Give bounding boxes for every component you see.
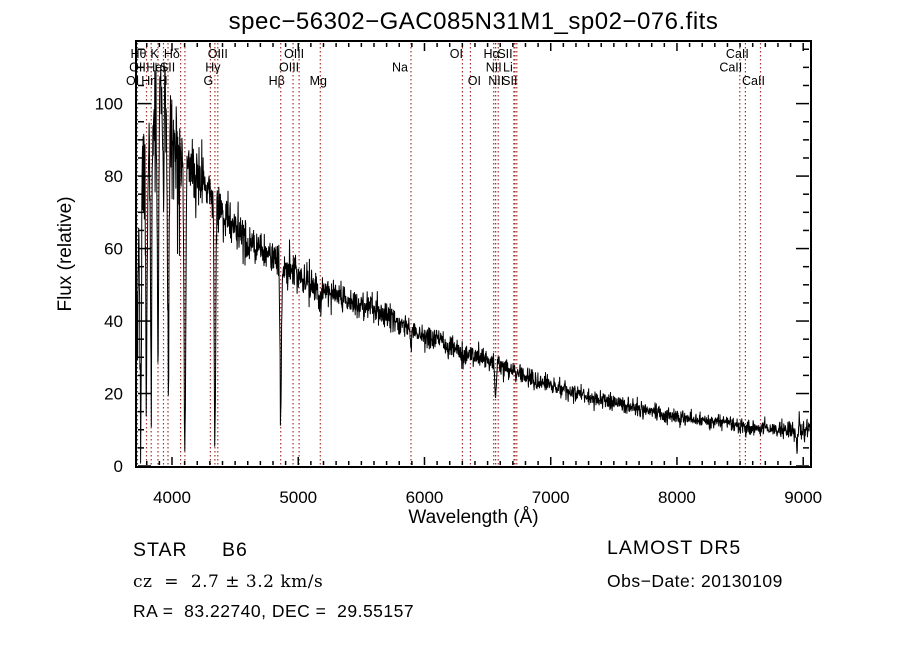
x-tick-label: 8000 (658, 488, 696, 507)
coordinates-text: RA = 83.22740, DEC = 29.55157 (133, 601, 415, 621)
object-class-label: STAR (133, 539, 188, 561)
x-axis-label: Wavelength (Å) (408, 507, 539, 528)
spectral-marker-label: OI (468, 74, 481, 88)
spectral-marker-label: Hβ (269, 74, 285, 88)
spectral-marker-label: Li (503, 61, 513, 75)
spectral-marker-label: SII (497, 47, 512, 61)
spectral-marker-label: OIII (284, 47, 304, 61)
y-tick-label: 40 (104, 312, 123, 331)
radial-velocity-text: cz = 2.7 ± 3.2 km/s (133, 572, 324, 592)
spectral-marker-label: OII (129, 61, 146, 75)
spectral-marker-label: OI (126, 74, 139, 88)
y-tick-label: 0 (114, 457, 123, 476)
spectral-marker-label: Hη (141, 74, 157, 88)
spectral-marker-label: CaII (719, 61, 742, 75)
plot-title: spec−56302−GAC085N31M1_sp02−076.fits (228, 8, 719, 35)
observation-date-text: Obs−Date: 20130109 (607, 571, 783, 591)
spectral-marker-label: CaII (726, 47, 749, 61)
spectral-marker-label: SII (502, 74, 517, 88)
spectral-marker-label: Hα (483, 47, 499, 61)
spectral-marker-label: K (150, 47, 159, 61)
plot-frame (135, 40, 812, 468)
spectral-marker-label: Na (392, 61, 408, 75)
spectral-marker-label: Mg (310, 74, 327, 88)
spectrum-trace (136, 62, 811, 464)
spectral-marker-label: SII (160, 61, 175, 75)
spectral-marker-label: CaII (742, 74, 765, 88)
spectral-marker-label: Hδ (164, 47, 180, 61)
y-tick-label: 80 (104, 167, 123, 186)
y-axis-label: Flux (relative) (55, 196, 76, 312)
spectral-marker-label: NII (486, 61, 502, 75)
spectral-marker-label: OIII (279, 61, 299, 75)
y-tick-label: 20 (104, 385, 123, 404)
spectral-marker-label: Hθ (131, 47, 147, 61)
x-tick-label: 9000 (784, 488, 822, 507)
spectral-marker-label: Hγ (205, 61, 221, 75)
spectral-marker-label: OIII (208, 47, 228, 61)
spectral-marker-label: G (204, 74, 214, 88)
y-tick-label: 60 (104, 240, 123, 259)
survey-release-label: LAMOST DR5 (607, 537, 742, 559)
x-tick-label: 6000 (406, 488, 444, 507)
y-tick-label: 100 (95, 95, 123, 114)
x-tick-label: 7000 (532, 488, 570, 507)
spectral-marker-label: NII (488, 74, 504, 88)
object-subclass-label: B6 (222, 539, 248, 561)
spectral-marker-label: OI (450, 47, 463, 61)
x-tick-label: 5000 (279, 488, 317, 507)
spectral-marker-label: H (158, 74, 167, 88)
x-tick-label: 4000 (153, 488, 191, 507)
